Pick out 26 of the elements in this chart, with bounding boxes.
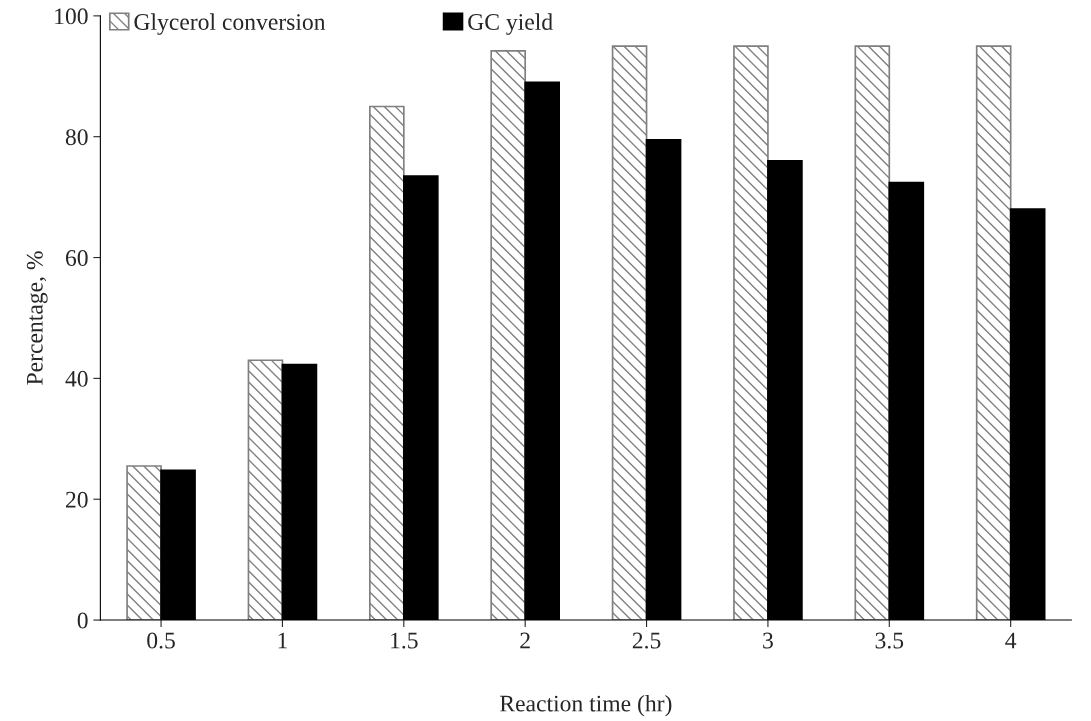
x-tick-label: 1.5 [391, 632, 418, 649]
x-tick-label: 3 [763, 632, 773, 649]
x-tick-label: 4 [1005, 632, 1017, 649]
bar [247, 359, 284, 621]
x-tick-label: 0.5 [147, 632, 175, 649]
y-tick-label: 80 [65, 129, 88, 146]
x-axis-title: Reaction time (hr) [500, 694, 672, 717]
bar [854, 45, 891, 621]
bar [368, 105, 405, 621]
x-tick-label: 2.5 [632, 632, 661, 649]
x-tick-label: 3.5 [875, 632, 904, 649]
y-tick-label: 20 [65, 491, 88, 508]
legend-label: GC yield [468, 13, 553, 35]
y-tick-label: 0 [77, 612, 88, 629]
bar [611, 45, 648, 621]
y-tick-label: 40 [65, 370, 88, 387]
y-axis-title: Percentage, % [26, 251, 48, 385]
y-tick-label: 60 [65, 250, 88, 266]
bar [490, 50, 527, 621]
bar [975, 45, 1012, 621]
x-tick-label: 1 [278, 632, 287, 649]
y-tick-label: 100 [55, 8, 88, 25]
bar [126, 465, 162, 621]
bar [733, 45, 769, 621]
x-tick-label: 2 [520, 632, 530, 649]
legend-label: Glycerol conversion [134, 13, 326, 35]
